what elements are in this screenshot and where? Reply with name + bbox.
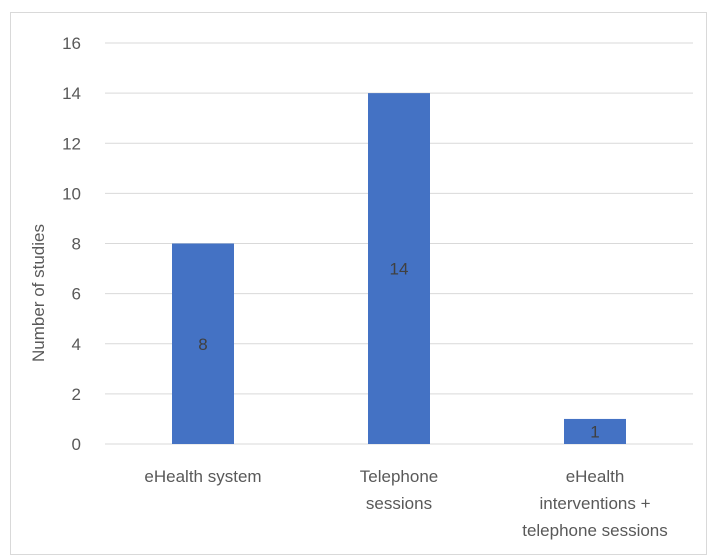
y-tick-label: 8 <box>72 235 81 254</box>
bar <box>564 418 626 444</box>
x-category-label: telephone sessions <box>522 521 668 540</box>
x-category-label: eHealth system <box>144 467 261 486</box>
y-tick-label: 6 <box>72 285 81 304</box>
bar <box>368 93 430 444</box>
x-axis-categories: eHealth system Telephone sessions eHealth in… <box>144 467 667 540</box>
y-tick-label: 12 <box>62 134 81 153</box>
bars <box>172 93 626 444</box>
y-tick-label: 0 <box>72 435 81 454</box>
x-category-label: interventions + <box>539 494 650 513</box>
data-labels: 8 14 1 <box>198 260 599 442</box>
y-tick-label: 14 <box>62 84 81 103</box>
y-axis-title: Number of studies <box>29 224 48 362</box>
y-axis-ticks: 0 2 4 6 8 10 12 14 16 <box>62 34 81 454</box>
x-category-label: sessions <box>366 494 432 513</box>
x-category-label: eHealth <box>566 467 625 486</box>
bar-data-label: 14 <box>390 260 409 279</box>
bar-data-label: 8 <box>198 335 207 354</box>
chart-frame <box>10 12 707 555</box>
y-tick-label: 10 <box>62 184 81 203</box>
bar-data-label: 1 <box>590 422 599 441</box>
y-tick-label: 16 <box>62 34 81 53</box>
bar <box>172 243 234 444</box>
x-category-label: Telephone <box>360 467 438 486</box>
y-tick-label: 4 <box>72 335 81 354</box>
y-tick-label: 2 <box>72 385 81 404</box>
